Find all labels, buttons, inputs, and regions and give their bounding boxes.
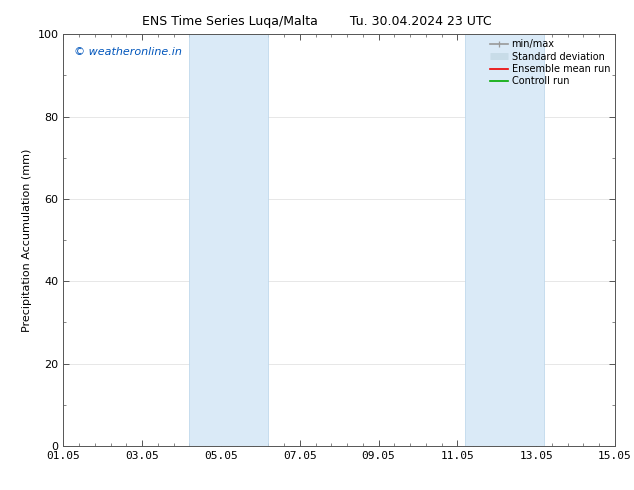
Y-axis label: Precipitation Accumulation (mm): Precipitation Accumulation (mm) (22, 148, 32, 332)
Bar (465, 34, 544, 446)
Bar (190, 34, 268, 446)
Text: ENS Time Series Luqa/Malta        Tu. 30.04.2024 23 UTC: ENS Time Series Luqa/Malta Tu. 30.04.202… (142, 15, 492, 28)
Text: © weatheronline.in: © weatheronline.in (74, 47, 183, 57)
Legend: min/max, Standard deviation, Ensemble mean run, Controll run: min/max, Standard deviation, Ensemble me… (488, 37, 612, 88)
